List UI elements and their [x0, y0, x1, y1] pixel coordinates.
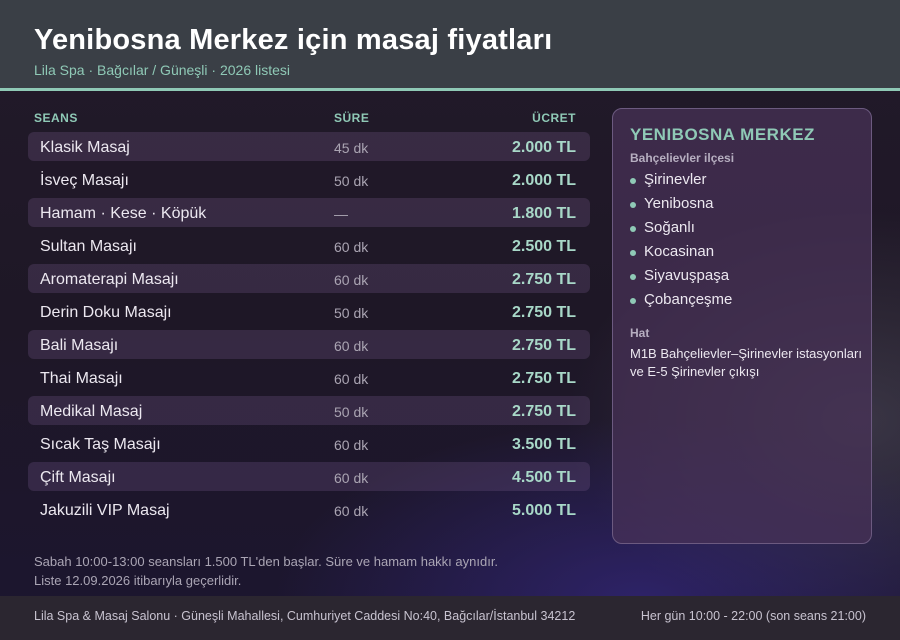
list-item: Soğanlı: [630, 217, 732, 241]
neighborhood-name: Çobançeşme: [644, 291, 733, 308]
row-duration: —: [334, 206, 348, 222]
neighborhood-name: Yenibosna: [644, 195, 714, 212]
row-price: 2.750 TL: [511, 337, 576, 354]
row-duration: 60 dk: [334, 239, 369, 255]
transit-line-label: Hat: [630, 326, 650, 340]
neighborhood-name: Soğanlı: [644, 219, 695, 236]
row-session-name: Hamam · Kese · Köpük: [40, 205, 207, 222]
neighborhood-name: Şirinevler: [644, 171, 707, 188]
row-session-name: Sultan Masajı: [40, 238, 137, 255]
row-price: 2.500 TL: [511, 238, 576, 255]
page-footer: Lila Spa & Masaj Salonu · Güneşli Mahall…: [0, 596, 900, 640]
row-price: 1.800 TL: [511, 205, 576, 222]
footer-address: Lila Spa & Masaj Salonu · Güneşli Mahall…: [34, 609, 576, 623]
row-price: 5.000 TL: [511, 502, 576, 519]
list-item: Çobançeşme: [630, 289, 732, 313]
row-duration: 60 dk: [334, 338, 369, 354]
row-session-name: Bali Masajı: [40, 337, 119, 354]
list-item: Siyavuşpaşa: [630, 265, 732, 289]
bullet-icon: [630, 226, 636, 232]
price-table: Klasik Masaj 45 dk 2.000 TL İsveç Masajı 50 …: [28, 132, 590, 528]
list-item: Yenibosna: [630, 193, 732, 217]
column-header-session: SEANS: [34, 111, 78, 125]
table-row: Derin Doku Masajı 50 dk 2.750 TL: [28, 297, 590, 326]
row-session-name: Jakuzili VIP Masaj: [40, 502, 170, 519]
row-price: 2.000 TL: [511, 172, 576, 189]
list-item: Kocasinan: [630, 241, 732, 265]
row-duration: 50 dk: [334, 173, 369, 189]
bullet-icon: [630, 250, 636, 256]
table-row: Bali Masajı 60 dk 2.750 TL: [28, 330, 590, 359]
location-panel: YENIBOSNA MERKEZ Bahçelievler ilçesi Şir…: [612, 108, 872, 544]
bullet-icon: [630, 202, 636, 208]
row-duration: 60 dk: [334, 272, 369, 288]
table-row: İsveç Masajı 50 dk 2.000 TL: [28, 165, 590, 194]
row-duration: 60 dk: [334, 470, 369, 486]
column-header-duration: SÜRE: [334, 111, 370, 125]
column-header-price: ÜCRET: [532, 111, 576, 125]
page-header: Yenibosna Merkez için masaj fiyatları Li…: [0, 0, 900, 91]
table-row: Medikal Masaj 50 dk 2.750 TL: [28, 396, 590, 425]
row-duration: 50 dk: [334, 305, 369, 321]
row-duration: 60 dk: [334, 437, 369, 453]
price-notes: Sabah 10:00-13:00 seansları 1.500 TL'den…: [34, 552, 594, 590]
bullet-icon: [630, 178, 636, 184]
price-table-header: SEANS SÜRE ÜCRET: [28, 111, 590, 127]
page-title: Yenibosna Merkez için masaj fiyatları: [34, 24, 553, 56]
row-duration: 60 dk: [334, 371, 369, 387]
table-row: Sıcak Taş Masajı 60 dk 3.500 TL: [28, 429, 590, 458]
row-price: 2.000 TL: [511, 139, 576, 156]
row-session-name: Çift Masajı: [40, 469, 116, 486]
row-price: 2.750 TL: [511, 370, 576, 387]
bullet-icon: [630, 298, 636, 304]
row-session-name: Medikal Masaj: [40, 403, 143, 420]
table-row: Klasik Masaj 45 dk 2.000 TL: [28, 132, 590, 161]
panel-title: YENIBOSNA MERKEZ: [630, 125, 815, 144]
note-validity: Liste 12.09.2026 itibarıyla geçerlidir.: [34, 573, 242, 588]
table-row: Çift Masajı 60 dk 4.500 TL: [28, 462, 590, 491]
table-row: Hamam · Kese · Köpük — 1.800 TL: [28, 198, 590, 227]
row-session-name: Thai Masajı: [40, 370, 123, 387]
note-morning-discount: Sabah 10:00-13:00 seansları 1.500 TL'den…: [34, 554, 499, 569]
row-session-name: Aromaterapi Masajı: [40, 271, 179, 288]
row-price: 2.750 TL: [511, 403, 576, 420]
row-price: 2.750 TL: [511, 271, 576, 288]
row-session-name: Derin Doku Masajı: [40, 304, 172, 321]
neighborhood-name: Kocasinan: [644, 243, 715, 260]
panel-district: Bahçelievler ilçesi: [630, 151, 735, 165]
table-row: Jakuzili VIP Masaj 60 dk 5.000 TL: [28, 495, 590, 524]
neighborhood-list: Şirinevler Yenibosna Soğanlı Kocasinan Siyav…: [630, 169, 732, 313]
row-price: 2.750 TL: [511, 304, 576, 321]
row-session-name: Klasik Masaj: [40, 139, 130, 156]
page-subtitle: Lila Spa · Bağcılar / Güneşli · 2026 lis…: [34, 62, 291, 78]
row-price: 3.500 TL: [511, 436, 576, 453]
row-duration: 60 dk: [334, 503, 369, 519]
table-row: Sultan Masajı 60 dk 2.500 TL: [28, 231, 590, 260]
row-session-name: Sıcak Taş Masajı: [40, 436, 161, 453]
row-price: 4.500 TL: [511, 469, 576, 486]
row-duration: 50 dk: [334, 404, 369, 420]
bullet-icon: [630, 274, 636, 280]
neighborhood-name: Siyavuşpaşa: [644, 267, 730, 284]
list-item: Şirinevler: [630, 169, 732, 193]
table-row: Aromaterapi Masajı 60 dk 2.750 TL: [28, 264, 590, 293]
row-session-name: İsveç Masajı: [40, 172, 129, 189]
row-duration: 45 dk: [334, 140, 369, 156]
footer-hours: Her gün 10:00 - 22:00 (son seans 21:00): [640, 609, 866, 623]
transit-line-text: M1B Bahçelievler–Şirinevler istasyonları…: [630, 346, 862, 379]
table-row: Thai Masajı 60 dk 2.750 TL: [28, 363, 590, 392]
